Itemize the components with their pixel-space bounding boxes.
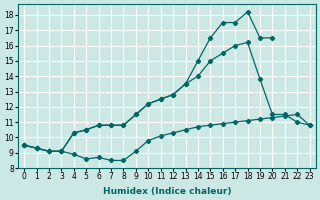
X-axis label: Humidex (Indice chaleur): Humidex (Indice chaleur): [103, 187, 231, 196]
